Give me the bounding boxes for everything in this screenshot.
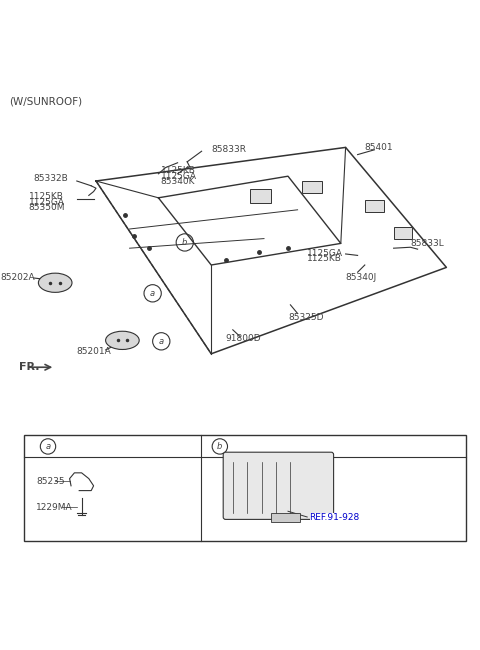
Text: 91800D: 91800D xyxy=(226,334,261,343)
Text: 85833R: 85833R xyxy=(211,145,246,154)
Text: REF.91-928: REF.91-928 xyxy=(310,514,360,523)
Text: 1125KB: 1125KB xyxy=(161,166,196,175)
Text: 1125GA: 1125GA xyxy=(161,172,197,181)
Text: b: b xyxy=(217,442,223,451)
Text: 85340J: 85340J xyxy=(346,274,377,283)
Text: 1125KB: 1125KB xyxy=(29,192,64,201)
Text: a: a xyxy=(46,442,50,451)
Text: 1125GA: 1125GA xyxy=(307,248,343,257)
Text: 85202A: 85202A xyxy=(0,274,35,283)
Bar xyxy=(24,436,466,541)
Text: (W/SUNROOF): (W/SUNROOF) xyxy=(10,97,83,107)
Bar xyxy=(302,181,322,193)
Ellipse shape xyxy=(38,273,72,292)
Text: FR.: FR. xyxy=(19,362,40,372)
FancyBboxPatch shape xyxy=(223,452,334,519)
Bar xyxy=(365,200,384,212)
Text: 85833L: 85833L xyxy=(410,239,444,248)
Text: 85325D: 85325D xyxy=(288,313,324,322)
Text: 1125KB: 1125KB xyxy=(307,254,342,263)
Bar xyxy=(394,227,412,239)
Text: 85340K: 85340K xyxy=(161,177,195,187)
Text: 85401: 85401 xyxy=(365,143,394,152)
Bar xyxy=(250,189,271,203)
Bar xyxy=(271,513,300,522)
Text: 85332B: 85332B xyxy=(34,174,68,183)
Ellipse shape xyxy=(106,332,139,350)
Text: 85235: 85235 xyxy=(36,476,65,486)
Text: 1229MA: 1229MA xyxy=(36,503,72,512)
Text: 85350M: 85350M xyxy=(29,203,65,213)
Text: a: a xyxy=(150,289,155,298)
Text: 85201A: 85201A xyxy=(77,347,111,356)
Text: a: a xyxy=(159,337,164,346)
Text: 1125GA: 1125GA xyxy=(29,198,65,207)
Text: b: b xyxy=(182,238,188,247)
